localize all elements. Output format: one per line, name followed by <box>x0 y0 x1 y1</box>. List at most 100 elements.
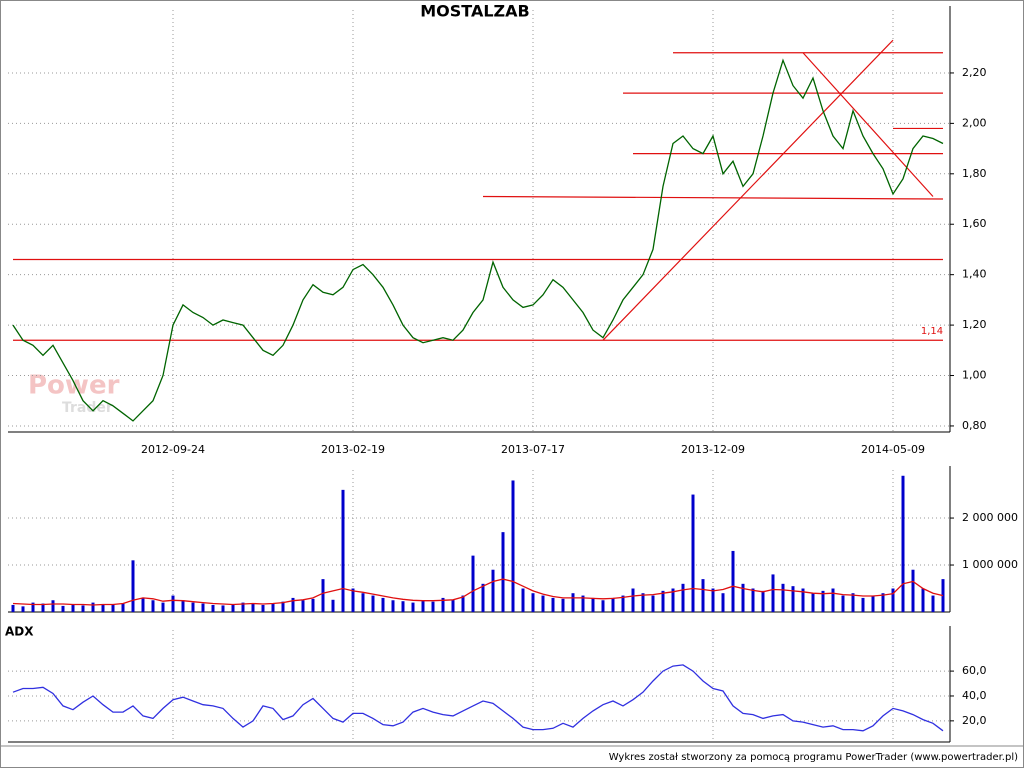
volume-bar <box>611 597 615 612</box>
volume-bar <box>141 597 145 612</box>
y-tick-label: 1 000 000 <box>962 558 1018 571</box>
volume-bar <box>711 588 715 612</box>
volume-bar <box>451 599 455 612</box>
volume-bar <box>51 600 55 612</box>
volume-bar <box>311 598 315 612</box>
volume-bar <box>231 604 235 612</box>
x-tick-label: 2012-09-24 <box>141 443 205 456</box>
volume-bar <box>641 593 645 612</box>
volume-bar <box>381 597 385 612</box>
series-line <box>12 58 944 422</box>
y-tick-label: 1,00 <box>962 369 987 382</box>
y-tick-label: 1,20 <box>962 318 987 331</box>
volume-bar <box>821 590 825 612</box>
x-tick-label: 2013-02-19 <box>321 443 385 456</box>
volume-bar <box>281 601 285 612</box>
x-tick-label: 2013-07-17 <box>501 443 565 456</box>
volume-bar <box>521 588 525 612</box>
volume-bar <box>871 595 875 612</box>
volume-bar <box>351 588 355 612</box>
volume-bar <box>121 603 125 612</box>
annotation: 1,14 <box>921 326 943 337</box>
volume-bar <box>261 604 265 612</box>
volume-bar <box>501 532 505 612</box>
chart-title: MOSTALZAB <box>420 2 529 21</box>
trendline <box>602 39 894 341</box>
y-tick-label: 40,0 <box>962 689 987 702</box>
volume-bar <box>811 593 815 612</box>
volume-bar <box>791 586 795 612</box>
volume-bar <box>851 593 855 612</box>
volume-bar <box>161 602 165 612</box>
volume-bar <box>401 601 405 612</box>
volume-bar <box>91 602 95 612</box>
series-line <box>12 664 944 732</box>
volume-bar <box>631 588 635 612</box>
y-tick-label: 60,0 <box>962 664 987 677</box>
y-tick-label: 0,80 <box>962 419 987 432</box>
volume-bar <box>151 600 155 612</box>
y-tick-label: 2,00 <box>962 116 987 129</box>
volume-bar <box>891 588 895 612</box>
volume-bar <box>431 601 435 612</box>
volume-bar <box>651 595 655 612</box>
trendline <box>802 52 934 197</box>
y-tick-label: 2,20 <box>962 66 987 79</box>
volume-bar <box>781 583 785 612</box>
volume-bar <box>621 595 625 612</box>
volume-bar <box>701 579 705 612</box>
y-tick-label: 2 000 000 <box>962 511 1018 524</box>
y-tick-label: 20,0 <box>962 714 987 727</box>
y-tick-label: 1,40 <box>962 268 987 281</box>
volume-bar <box>741 583 745 612</box>
volume-bar <box>771 574 775 612</box>
volume-bar <box>911 569 915 612</box>
volume-bar <box>131 560 135 612</box>
volume-bar <box>11 604 15 612</box>
volume-bar <box>251 603 255 612</box>
volume-bar <box>531 593 535 612</box>
volume-bar <box>551 597 555 612</box>
volume-bar <box>101 604 105 612</box>
volume-bar <box>421 600 425 612</box>
volume-bar <box>221 605 225 612</box>
volume-bar <box>581 595 585 612</box>
volume-bar <box>211 604 215 612</box>
trendline <box>482 195 944 200</box>
volume-bar <box>881 593 885 612</box>
volume-bar <box>441 597 445 612</box>
volume-bar <box>601 600 605 612</box>
volume-bar <box>691 494 695 612</box>
volume-bar <box>391 600 395 612</box>
volume-bar <box>341 489 345 612</box>
volume-bar <box>681 583 685 612</box>
volume-bar <box>171 595 175 612</box>
y-tick-label: 1,80 <box>962 167 987 180</box>
volume-bar <box>191 602 195 612</box>
volume-bar <box>721 593 725 612</box>
volume-bar <box>371 595 375 612</box>
volume-bar <box>291 597 295 612</box>
volume-bar <box>321 579 325 612</box>
volume-bar <box>361 593 365 612</box>
series-line <box>12 578 944 606</box>
volume-bar <box>591 597 595 612</box>
volume-bar <box>301 600 305 612</box>
volume-bar <box>201 603 205 612</box>
panel-title: ADX <box>5 625 34 639</box>
volume-bar <box>801 588 805 612</box>
volume-bar <box>731 550 735 612</box>
volume-bar <box>181 600 185 612</box>
volume-bar <box>751 588 755 612</box>
volume-bar <box>31 602 35 612</box>
volume-bar <box>541 595 545 612</box>
volume-bar <box>71 604 75 612</box>
volume-bar <box>761 590 765 612</box>
x-tick-label: 2014-05-09 <box>861 443 925 456</box>
volume-bar <box>831 588 835 612</box>
volume-bar <box>411 602 415 612</box>
volume-bar <box>111 604 115 612</box>
volume-bar <box>481 583 485 612</box>
volume-bar <box>241 602 245 612</box>
